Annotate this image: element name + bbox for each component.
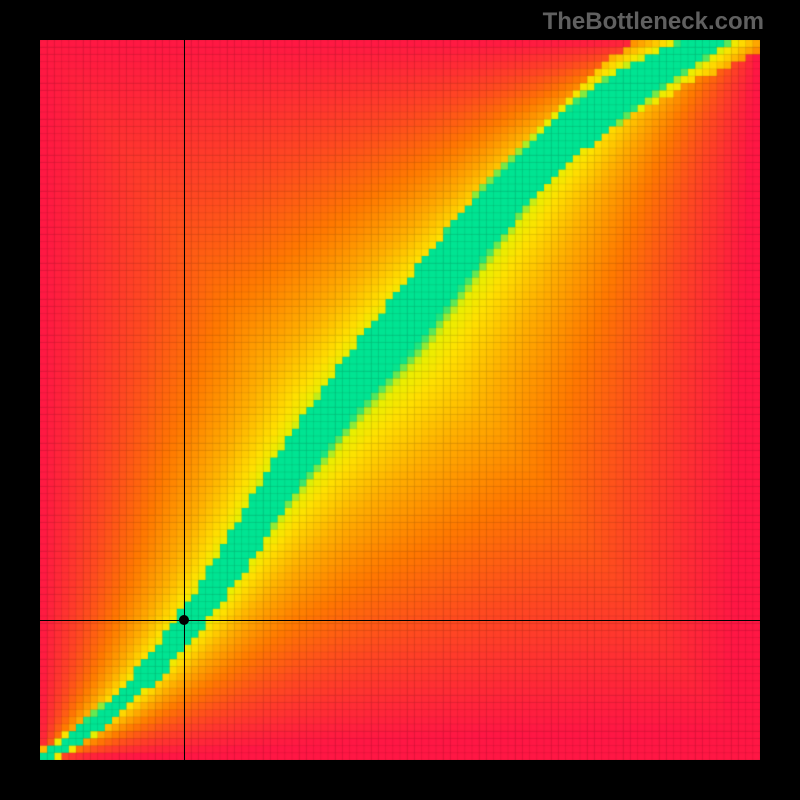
crosshair-vertical <box>184 40 185 760</box>
heatmap-plot <box>40 40 760 760</box>
crosshair-horizontal <box>40 620 760 621</box>
watermark: TheBottleneck.com <box>543 8 764 36</box>
marker-dot <box>179 615 189 625</box>
heatmap-canvas <box>40 40 760 760</box>
